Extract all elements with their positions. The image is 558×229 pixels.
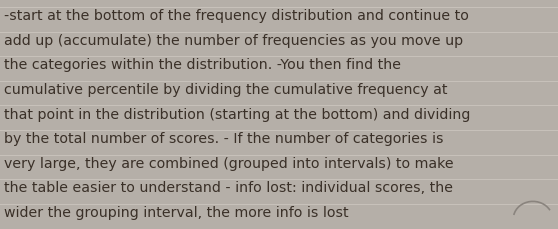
Text: very large, they are combined (grouped into intervals) to make: very large, they are combined (grouped i… (4, 156, 454, 170)
Text: by the total number of scores. - If the number of categories is: by the total number of scores. - If the … (4, 132, 444, 146)
Text: cumulative percentile by dividing the cumulative frequency at: cumulative percentile by dividing the cu… (4, 83, 448, 97)
Text: add up (accumulate) the number of frequencies as you move up: add up (accumulate) the number of freque… (4, 34, 464, 48)
Text: -start at the bottom of the frequency distribution and continue to: -start at the bottom of the frequency di… (4, 9, 469, 23)
Text: that point in the distribution (starting at the bottom) and dividing: that point in the distribution (starting… (4, 107, 471, 121)
Text: the categories within the distribution. -You then find the: the categories within the distribution. … (4, 58, 401, 72)
Text: the table easier to understand - info lost: individual scores, the: the table easier to understand - info lo… (4, 181, 454, 195)
Text: wider the grouping interval, the more info is lost: wider the grouping interval, the more in… (4, 205, 349, 219)
